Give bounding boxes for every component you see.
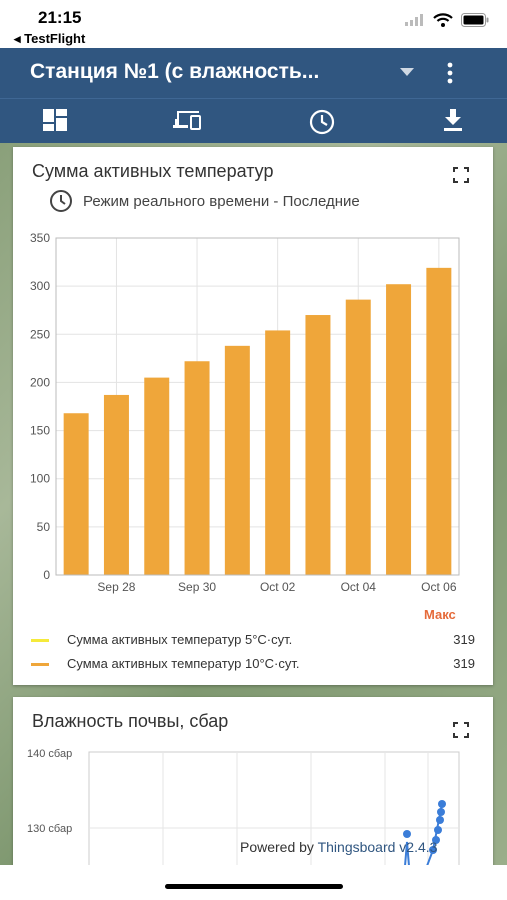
bar (184, 361, 210, 575)
history-clock-icon (50, 190, 72, 212)
y-tick-label: 350 (30, 231, 50, 245)
y-tick-label: 300 (30, 279, 50, 293)
widget-title: Сумма активных температур (32, 161, 274, 181)
bar (224, 345, 250, 575)
active-temperature-widget: Сумма активных температур Режим реальног… (13, 147, 493, 685)
x-tick-label: Oct 02 (260, 580, 296, 594)
bar (63, 413, 89, 575)
system-icons (405, 12, 489, 28)
soil-moisture-series-line (403, 800, 446, 867)
plot-border (55, 237, 460, 576)
widget-title: Влажность почвы, сбар (32, 711, 229, 731)
powered-by-label: Powered by Thingsboard v2.4.3 (240, 839, 437, 855)
x-tick-label: Sep 28 (97, 580, 135, 594)
thingsboard-version-link[interactable]: Thingsboard v2.4.3 (317, 839, 438, 855)
realtime-mode-text: Режим реального времени - Последние (83, 192, 360, 210)
legend-max-value: 319 (453, 656, 475, 671)
x-tick-label: Oct 06 (421, 580, 457, 594)
x-tick-label: Oct 04 (341, 580, 377, 594)
dashboard-title: Станция №1 (с влажность... (30, 60, 320, 83)
fullscreen-icon[interactable] (453, 167, 469, 183)
bar (144, 377, 170, 575)
fullscreen-icon[interactable] (453, 722, 469, 738)
legend-item: Сумма активных температур 10°C·сут. 319 (31, 655, 475, 673)
bar (305, 315, 331, 575)
bar (426, 267, 452, 575)
wifi-icon (433, 13, 453, 27)
realtime-mode-label: Режим реального времени - Последние (49, 189, 360, 213)
status-bar: 21:15 ◂ TestFlight (0, 0, 507, 48)
more-vert-icon[interactable] (446, 62, 454, 84)
home-indicator-area (0, 865, 507, 900)
back-to-testflight-link[interactable]: ◂ TestFlight (14, 31, 86, 46)
y-tick-label: 0 (43, 568, 50, 582)
y-tick-label: 250 (30, 327, 50, 341)
download-icon[interactable] (443, 109, 463, 131)
soil-moisture-line-chart: 140 сбар 130 сбар (27, 748, 460, 877)
bar (103, 394, 129, 575)
y-tick-label: 100 (30, 472, 50, 486)
powered-by-prefix: Powered by (240, 839, 318, 855)
bar (386, 284, 412, 575)
legend-series-name: Сумма активных температур 5°C·сут. (67, 632, 293, 647)
clock-icon[interactable] (309, 109, 335, 135)
legend-item: Сумма активных температур 5°C·сут. 319 (31, 631, 475, 649)
y-tick-label: 200 (30, 375, 50, 389)
y-tick-label: 140 сбар (27, 748, 72, 760)
toolbar (0, 98, 507, 144)
x-tick-label: Sep 30 (178, 580, 216, 594)
legend-series-name: Сумма активных температур 10°C·сут. (67, 656, 300, 671)
y-tick-label: 50 (37, 520, 51, 534)
app-bar: Станция №1 (с влажность... (0, 48, 507, 98)
legend-max-header: Макс (424, 607, 456, 622)
bar (345, 299, 371, 575)
status-time: 21:15 (38, 8, 82, 27)
legend-swatch (31, 639, 49, 642)
y-tick-label: 150 (30, 424, 50, 438)
legend-max-value: 319 (453, 632, 475, 647)
y-tick-label: 130 сбар (27, 823, 72, 835)
dropdown-arrow-icon[interactable] (400, 68, 414, 76)
dashboard-icon[interactable] (43, 109, 67, 131)
soil-moisture-widget: Влажность почвы, сбар 140 сбар 130 сбар (13, 697, 493, 877)
devices-icon[interactable] (172, 109, 202, 131)
cellular-signal-icon (405, 14, 423, 26)
battery-icon (461, 13, 489, 27)
legend-swatch (31, 663, 49, 666)
home-indicator[interactable] (165, 884, 343, 889)
active-temperature-bar-chart: 0 50 100 150 200 250 300 350 Sep 28 Sep 30 Oct 02 O… (30, 231, 460, 594)
bar (265, 330, 291, 575)
